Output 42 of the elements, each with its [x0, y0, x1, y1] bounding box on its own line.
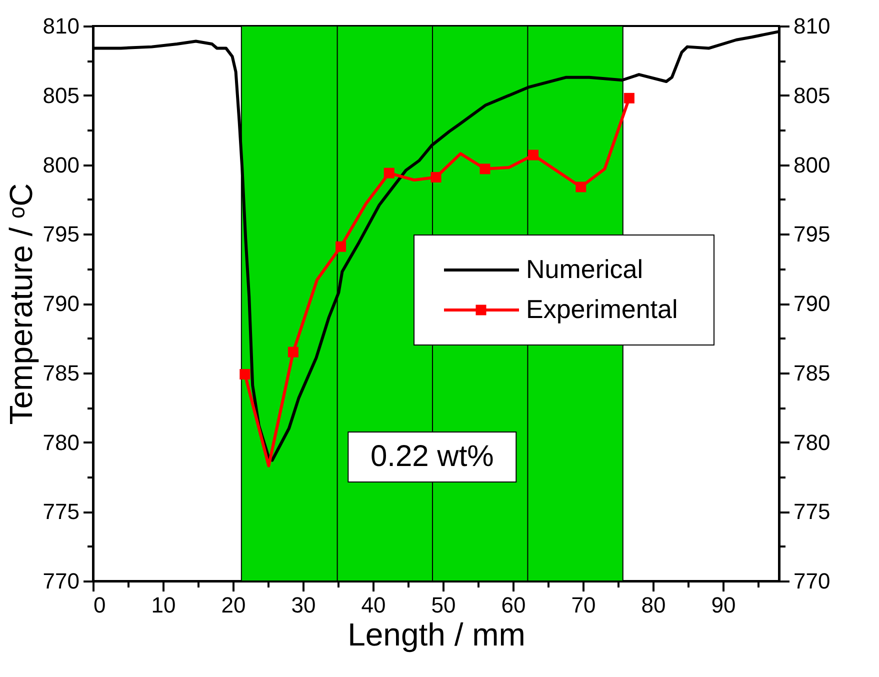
y2-tick-label: 800	[794, 152, 830, 178]
x-tick-label: 60	[501, 592, 526, 618]
x-tick-label: 80	[641, 592, 666, 618]
y2-tick-label: 775	[794, 499, 830, 524]
y2-tick-label: 785	[794, 360, 830, 386]
y-tick-label: 800	[42, 152, 80, 178]
y-tick-label: 810	[42, 14, 80, 38]
x-tick-label: 30	[291, 592, 316, 618]
point	[480, 164, 490, 174]
x-tick-label: 40	[361, 592, 386, 618]
x-tick-label: 0	[94, 592, 106, 618]
y-tick-label: 770	[42, 568, 80, 594]
y2-tick-label: 795	[794, 222, 830, 247]
legend-label: Numerical	[526, 254, 644, 284]
y2-tick-label: 805	[794, 82, 830, 108]
y2-tick-label: 780	[794, 430, 830, 455]
y2-tick-label: 790	[794, 291, 830, 316]
y2-tick-label: 770	[794, 568, 830, 594]
x-tick-label: 70	[571, 592, 596, 618]
y-tick-label: 780	[42, 430, 80, 455]
point	[576, 182, 586, 192]
point	[240, 369, 250, 380]
point	[336, 241, 346, 252]
y-tick-label: 795	[42, 222, 80, 247]
x-tick-label: 50	[431, 592, 456, 618]
y-tick-label: 790	[42, 291, 80, 316]
point	[528, 150, 539, 160]
x-tick-label: 90	[711, 592, 736, 618]
x-tick-label: 20	[221, 592, 246, 618]
y-tick-label: 775	[42, 499, 80, 524]
y-axis-title: Temperature / ᵒC	[2, 183, 39, 425]
band-label: 0.22 wt%	[370, 440, 494, 473]
x-axis-title: Length / mm	[348, 616, 526, 652]
legend-label: Experimental	[526, 294, 678, 324]
point	[624, 92, 634, 104]
point	[288, 346, 298, 358]
y2-tick-label: 810	[794, 14, 830, 38]
x-tick-label: 10	[151, 592, 176, 618]
point	[430, 172, 442, 182]
y-tick-label: 785	[42, 360, 80, 386]
point	[384, 168, 394, 178]
y-tick-label: 805	[42, 82, 80, 108]
